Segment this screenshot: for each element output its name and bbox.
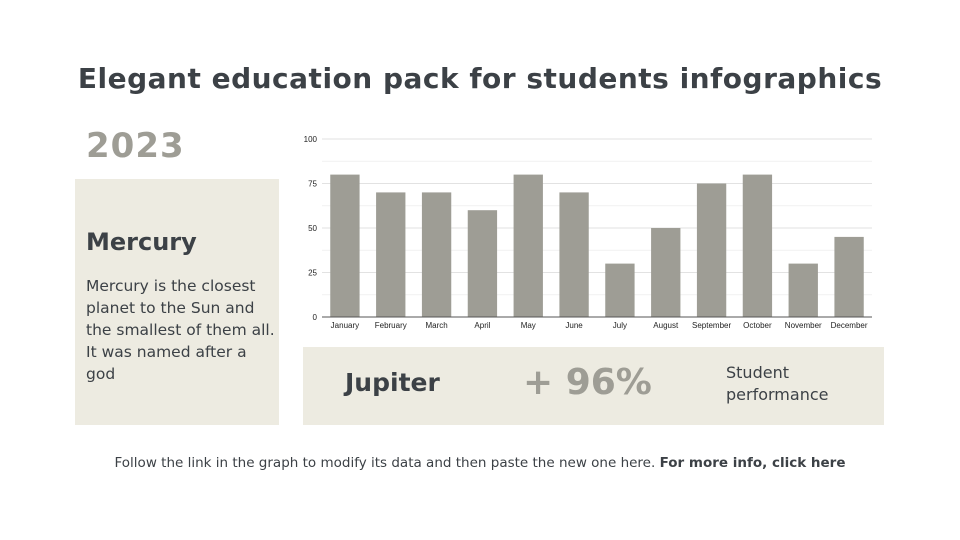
y-tick-label: 0 [313,313,318,322]
bar-december[interactable] [834,236,864,317]
x-tick-label: April [474,321,490,330]
bar-june[interactable] [559,192,589,317]
footer-note: Follow the link in the graph to modify i… [0,455,960,471]
bar-july[interactable] [605,263,635,317]
bar-october[interactable] [742,174,773,317]
x-tick-label: June [565,321,583,330]
x-tick-label: July [613,321,627,330]
x-tick-label: December [831,321,868,330]
bar-may[interactable] [513,174,543,317]
y-tick-label: 50 [308,224,317,233]
stat-panel: Jupiter + 96% Student performance [303,347,884,425]
card-text: Mercury is the closest planet to the Sun… [86,277,275,383]
card-title: Mercury [86,228,197,256]
bar-september[interactable] [696,183,727,318]
stat-label: Student performance [726,362,828,406]
x-tick-label: May [521,321,536,330]
y-tick-label: 75 [308,180,317,189]
footer-text: Follow the link in the graph to modify i… [114,455,660,471]
bar-august[interactable] [651,228,681,317]
bar-february[interactable] [376,192,406,317]
more-info-link[interactable]: For more info, click here [659,455,846,471]
year-label: 2023 [86,126,185,166]
stat-name: Jupiter [345,368,440,397]
stat-value: + 96% [523,362,652,403]
x-tick-label: November [785,321,822,330]
bar-chart[interactable]: 0 25 50 75 100 January February March April May Ju… [300,130,880,335]
page-title: Elegant education pack for students info… [77,62,883,95]
bar-april[interactable] [467,210,498,317]
x-tick-label: September [692,321,731,330]
bar-chart-svg: 0 25 50 75 100 January February March April May Ju… [304,135,872,330]
bar-march[interactable] [421,192,452,317]
bar-january[interactable] [330,174,360,317]
bar-november[interactable] [788,263,818,317]
stat-label-line1: Student [726,363,789,382]
info-card: Mercury Mercury is the closest planet to… [75,179,279,425]
x-tick-label: March [425,321,447,330]
y-tick-label: 25 [308,269,317,278]
x-tick-label: January [331,321,359,330]
x-tick-label: August [653,321,679,330]
x-tick-label: October [743,321,772,330]
stat-label-line2: performance [726,385,829,404]
y-tick-label: 100 [304,135,318,144]
x-tick-label: February [375,321,407,330]
